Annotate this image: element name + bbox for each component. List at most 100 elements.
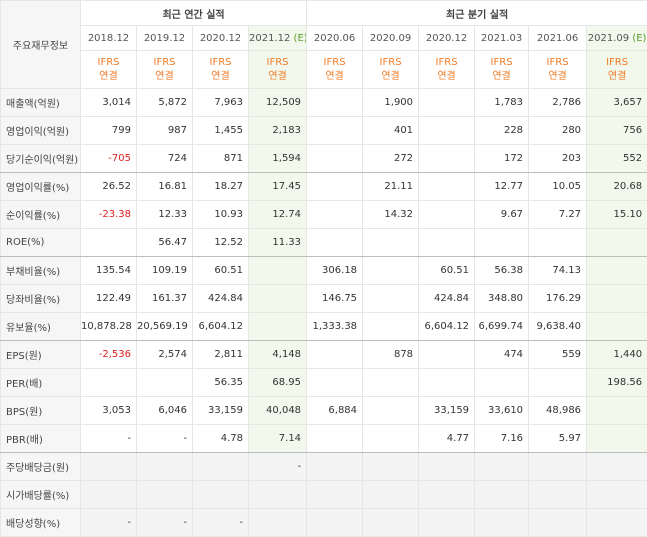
cell: 15.10 [586,200,647,229]
cell [586,312,647,341]
basis: IFRS [606,56,629,68]
cell: 12,509 [247,88,308,117]
basis: IFRS [546,56,569,68]
cell [362,368,420,397]
row-label: 유보율(%) [0,312,81,341]
cell: 2,811 [192,340,249,369]
cell: 3,014 [80,88,137,117]
table-row: 순이익률(%) -23.38 12.33 10.93 12.74 14.32 9.67 7.2… [0,200,647,229]
basis: IFRS [323,56,346,68]
column-date: 2021.06 [528,25,588,51]
scope: 연결 [99,70,118,82]
cell: 10,878.28 [80,312,137,341]
annual-title: 최근 연간 실적 [79,0,308,26]
table-row: BPS(원) 3,053 6,046 33,159 40,048 6,884 33,159 3… [0,396,647,425]
cell: 474 [474,340,530,369]
scope: 연결 [607,70,627,82]
cell: 17.45 [247,172,308,201]
cell: 280 [528,116,588,145]
column-basis: IFRS 연결 [528,50,588,89]
cell: 109.19 [136,256,193,285]
table-row: 당좌비율(%) 122.49 161.37 424.84 146.75 424.84 348… [0,284,647,313]
cell: 228 [474,116,530,145]
table-row: 부채비율(%) 135.54 109.19 60.51 306.18 60.51 56.38… [0,256,647,285]
table-row: 영업이익(억원) 799 987 1,455 2,183 401 228 280 756 [0,116,647,145]
cell: 33,159 [192,396,249,425]
cell [362,284,420,313]
column-basis: IFRS 연결 [247,50,308,89]
table-row: 시가배당률(%) [0,480,647,509]
cell [362,396,420,425]
cell [306,144,364,173]
cell [474,480,530,509]
date: 2020.12 [425,32,468,44]
cell [474,452,530,481]
date: 2021.12 [249,32,291,44]
cell [474,368,530,397]
cell: 871 [192,144,249,173]
row-label: 당좌비율(%) [0,284,81,313]
date: 2020.06 [313,32,356,44]
cell [136,480,193,509]
cell: 74.13 [528,256,588,285]
column-basis: IFRS 연결 [136,50,193,89]
cell: -2,536 [80,340,137,369]
cell [474,508,530,537]
cell [80,368,137,397]
cell: 12.33 [136,200,193,229]
table-row: PBR(배) - -4.78 7.14 4.77 7.16 5.97 [0,424,647,453]
cell: 2,786 [528,88,588,117]
cell: 7.16 [474,424,530,453]
cell: 7,963 [192,88,249,117]
cell: 3,053 [80,396,137,425]
cell [306,200,364,229]
column-date: 2021.12 (E) [247,25,308,51]
cell: 987 [136,116,193,145]
column-date: 2020.12 [418,25,476,51]
cell: 6,046 [136,396,193,425]
cell [418,200,476,229]
cell: 10.93 [192,200,249,229]
cell: 146.75 [306,284,364,313]
column-basis: IFRS 연결 [474,50,530,89]
cell: 12.52 [192,228,249,257]
cell: 9.67 [474,200,530,229]
cell [306,452,364,481]
cell: - [80,424,137,453]
cell: 56.47 [136,228,193,257]
cell [306,116,364,145]
quarter-title: 최근 분기 실적 [306,0,647,26]
cell: 401 [362,116,420,145]
basis: IFRS [97,56,120,68]
cell: - [136,424,193,453]
cell [306,424,364,453]
row-label: 순이익률(%) [0,200,81,229]
cell [418,88,476,117]
cell: - [192,508,249,537]
cell: 4.77 [418,424,476,453]
cell [586,228,647,257]
cell: 26.52 [80,172,137,201]
cell [418,172,476,201]
cell [474,228,530,257]
cell: 16.81 [136,172,193,201]
column-basis: IFRS 연결 [306,50,364,89]
cell: 878 [362,340,420,369]
row-label: 당기순이익(억원) [0,144,81,173]
cell [247,480,308,509]
date: 2021.09 [587,32,630,44]
cell [418,228,476,257]
cell [306,368,364,397]
column-date: 2020.06 [306,25,364,51]
column-date: 2021.03 [474,25,530,51]
cell [528,480,588,509]
cell: 1,333.38 [306,312,364,341]
table-row: PER(배) 56.35 68.95 198.56 [0,368,647,397]
cell: 5.97 [528,424,588,453]
row-label: EPS(원) [0,340,81,369]
cell [192,452,249,481]
cell: -705 [80,144,137,173]
cell: 135.54 [80,256,137,285]
cell [418,452,476,481]
cell [418,340,476,369]
